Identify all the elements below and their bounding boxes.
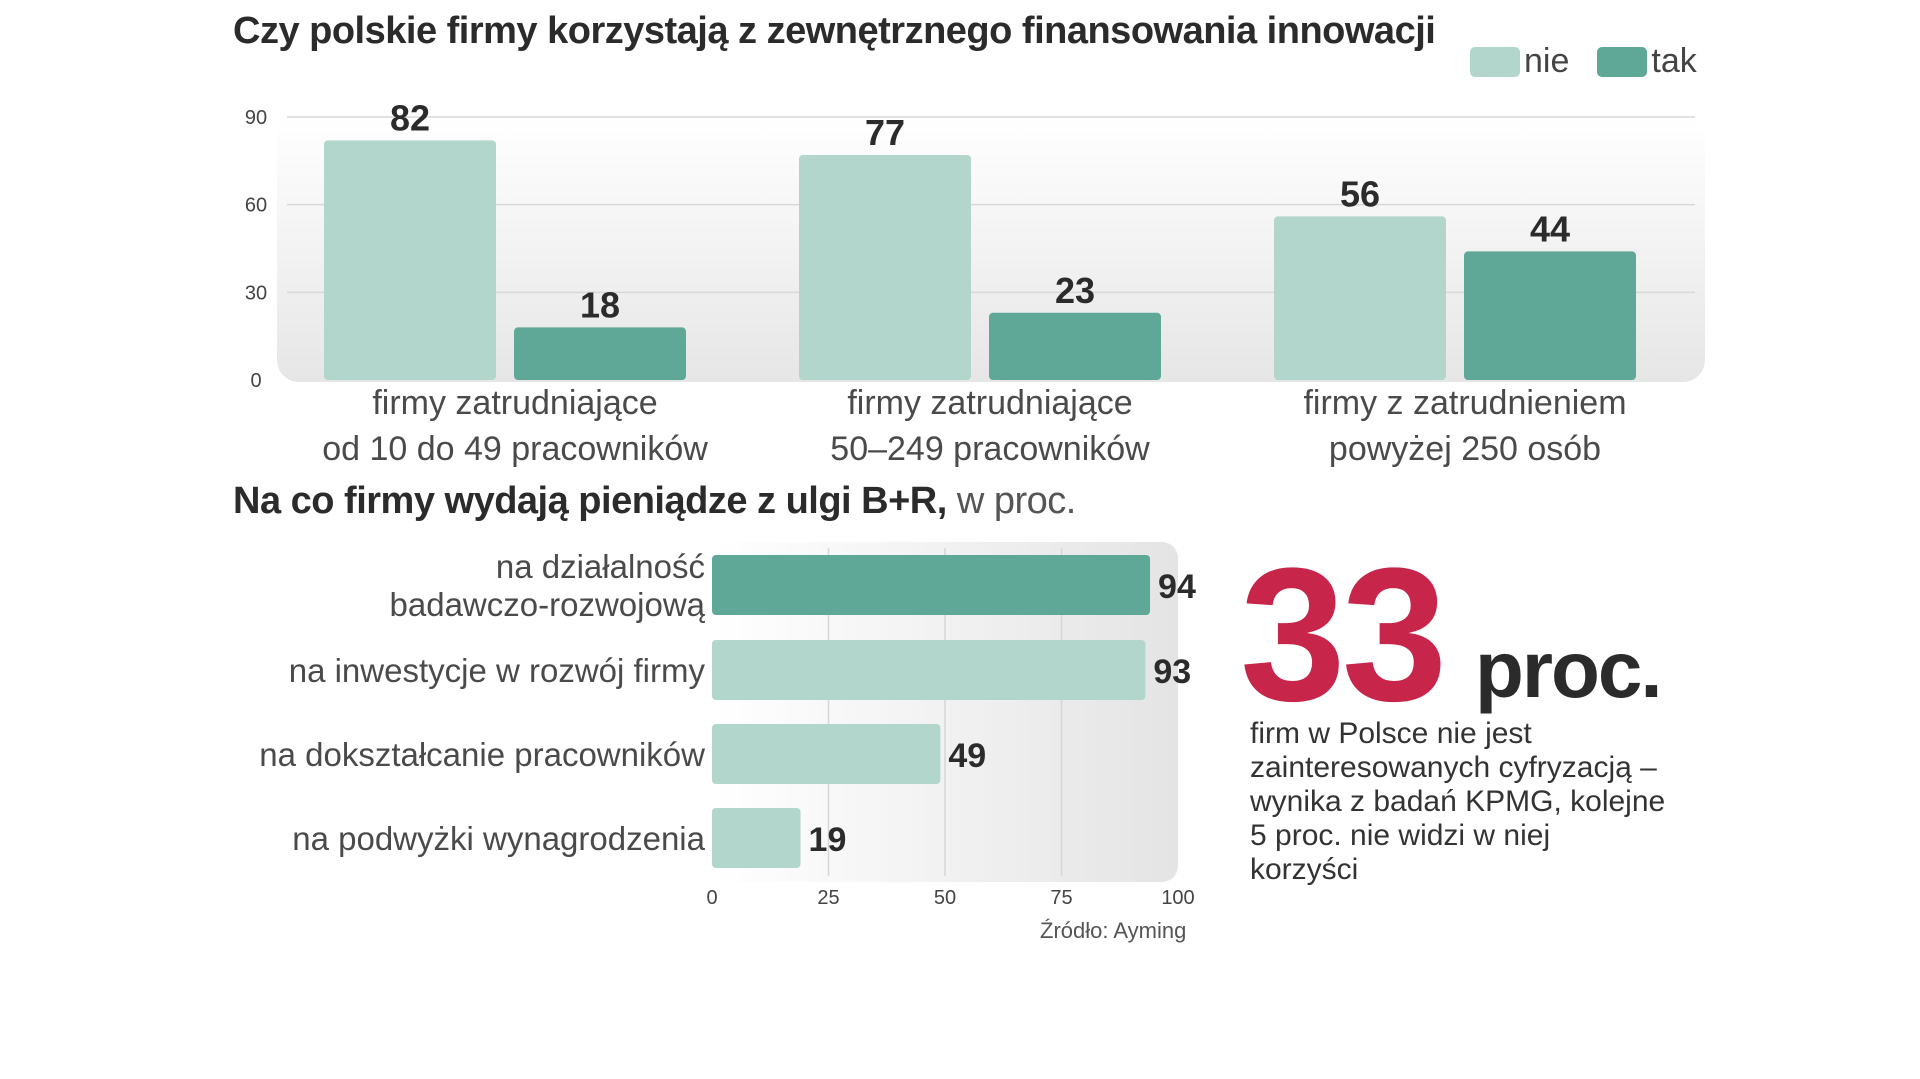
chart2-data-label: 49 (948, 737, 986, 775)
chart1-ytick-label: 30 (245, 282, 267, 304)
legend-item-nie: nie (1470, 42, 1569, 81)
chart1-data-label: 77 (865, 112, 905, 153)
chart1-bar-tak (989, 312, 1161, 380)
chart1-bar-tak (514, 327, 686, 380)
chart1-category-label: firmy zatrudniające (372, 384, 657, 422)
chart1-category-label: powyżej 250 osób (1329, 430, 1601, 468)
chart2-title: Na co firmy wydają pieniądze z ulgi B+R,… (233, 480, 1076, 523)
chart1-category-label: 50–249 pracowników (830, 430, 1150, 468)
chart2-category-label: na dokształcanie pracowników (259, 736, 705, 773)
chart2-category-label: na inwestycje w rozwój firmy (289, 652, 706, 689)
chart1-data-label: 56 (1340, 173, 1380, 214)
chart1-bar-nie (324, 140, 496, 380)
callout-value: 33 (1240, 529, 1447, 741)
legend-item-tak: tak (1597, 42, 1697, 81)
chart2-category-label: na działalność (496, 548, 705, 585)
chart2-xtick-label: 100 (1161, 887, 1194, 909)
chart2-data-label: 19 (809, 821, 847, 859)
chart2-bar (712, 808, 801, 868)
chart1-title: Czy polskie firmy korzystają z zewnętrzn… (233, 10, 1436, 52)
chart1-ytick-label: 0 (250, 370, 261, 392)
chart1-legend: nie tak (1470, 42, 1719, 81)
callout-text: firm w Polsce nie jest zainteresowanych … (1250, 717, 1666, 886)
source-note: Źródło: Ayming (1040, 918, 1187, 943)
chart2-xtick-label: 75 (1050, 887, 1072, 909)
chart1-ytick-label: 60 (245, 195, 267, 217)
chart2-title-unit: w proc. (956, 480, 1076, 522)
chart2-bar (712, 724, 941, 784)
chart1-data-label: 18 (580, 284, 620, 325)
chart1-data-label: 23 (1055, 270, 1095, 311)
chart1-bar-nie (1274, 216, 1446, 380)
chart2-title-main: Na co firmy wydają pieniądze z ulgi B+R, (233, 480, 947, 522)
chart2-category-label: badawczo-rozwojową (390, 586, 706, 623)
chart1-ytick-label: 90 (245, 107, 267, 129)
legend-swatch-tak (1597, 46, 1648, 77)
chart1-data-label: 82 (390, 97, 430, 138)
chart2-bar (712, 555, 1151, 615)
chart2-xtick-label: 50 (934, 887, 956, 909)
chart1-bar-tak (1464, 251, 1636, 380)
chart1-category-label: firmy zatrudniające (847, 384, 1132, 422)
chart1-svg: 0 30 60 90 82 18 firmy zatrudniające od 10 do 4… (245, 97, 1705, 468)
chart2-xtick-label: 25 (817, 887, 839, 909)
legend-swatch-nie (1470, 46, 1520, 77)
callout-unit: proc. (1475, 625, 1663, 714)
chart2-data-label: 94 (1158, 568, 1196, 606)
chart1-bar-nie (799, 154, 971, 380)
chart1-category-label: firmy z zatrudnieniem (1303, 384, 1626, 422)
chart2-xtick-label: 0 (706, 887, 717, 909)
chart2-data-label: 93 (1153, 653, 1191, 691)
chart2-svg: 0 25 50 75 100 94 na działalnośćbadawczo-rozwo… (259, 542, 1196, 909)
chart1-category-label: od 10 do 49 pracowników (322, 430, 708, 468)
chart2-bar (712, 640, 1146, 700)
legend-label-nie: nie (1524, 42, 1570, 80)
legend-label-tak: tak (1651, 42, 1697, 80)
chart1-data-label: 44 (1530, 208, 1570, 249)
chart2-category-label: na podwyżki wynagrodzenia (292, 820, 705, 857)
